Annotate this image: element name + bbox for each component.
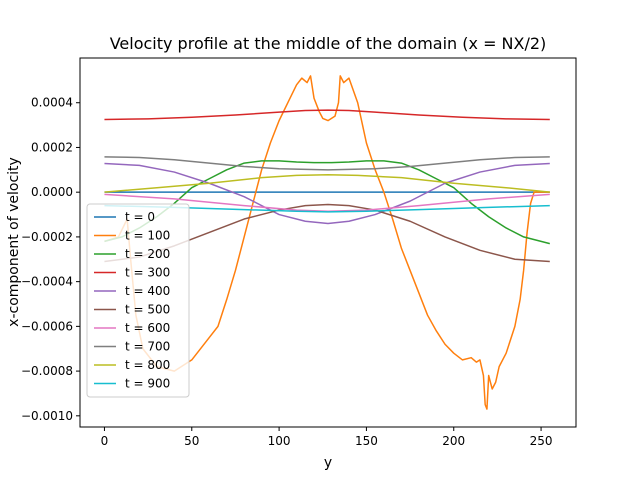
y-tick-label-6: 0.0002 <box>31 140 73 154</box>
series-line-2 <box>104 160 550 245</box>
series-line-3 <box>104 109 550 121</box>
legend-label-8: t = 800 <box>125 358 170 372</box>
x-tick-label-2: 100 <box>268 434 291 448</box>
y-tick-label-1: −0.0008 <box>21 364 73 378</box>
legend: t = 0 t = 100 t = 200 t = 300 t = 400 t = 500… <box>86 203 190 398</box>
x-axis: 0 50 100 150 200 250 <box>101 427 553 448</box>
series-line-1 <box>104 75 550 410</box>
x-tick-label-5: 250 <box>530 434 553 448</box>
x-tick-label-0: 0 <box>101 434 109 448</box>
series-line-8 <box>104 173 550 193</box>
series-line-7 <box>104 156 550 171</box>
series-layer <box>104 75 550 410</box>
x-tick-label-1: 50 <box>184 434 199 448</box>
x-axis-label: y <box>324 455 332 471</box>
x-tick-label-4: 200 <box>442 434 465 448</box>
y-tick-label-3: −0.0004 <box>21 275 73 289</box>
legend-label-3: t = 300 <box>125 266 170 280</box>
y-tick-label-2: −0.0006 <box>21 319 73 333</box>
plot-frame <box>79 57 577 428</box>
legend-label-2: t = 200 <box>125 247 170 261</box>
y-tick-label-4: −0.0002 <box>21 230 73 244</box>
series-line-9 <box>104 204 550 213</box>
y-tick-label-7: 0.0004 <box>31 96 73 110</box>
legend-label-6: t = 600 <box>125 321 170 335</box>
legend-label-1: t = 100 <box>125 229 170 243</box>
legend-box <box>86 203 190 398</box>
y-tick-label-0: −0.0010 <box>21 409 73 423</box>
legend-label-0: t = 0 <box>125 210 155 224</box>
legend-label-4: t = 400 <box>125 284 170 298</box>
y-tick-label-5: 0.0000 <box>31 185 73 199</box>
chart-title: Velocity profile at the middle of the do… <box>110 34 547 53</box>
legend-label-5: t = 500 <box>125 303 170 317</box>
series-line-4 <box>104 162 550 225</box>
x-tick-label-3: 150 <box>355 434 378 448</box>
legend-label-9: t = 900 <box>125 377 170 391</box>
y-axis: −0.0010 −0.0008 −0.0006 −0.0004 −0.0002 0.000… <box>21 96 80 423</box>
y-axis-label: x-component of velocity <box>6 157 22 327</box>
legend-label-7: t = 700 <box>125 340 170 354</box>
